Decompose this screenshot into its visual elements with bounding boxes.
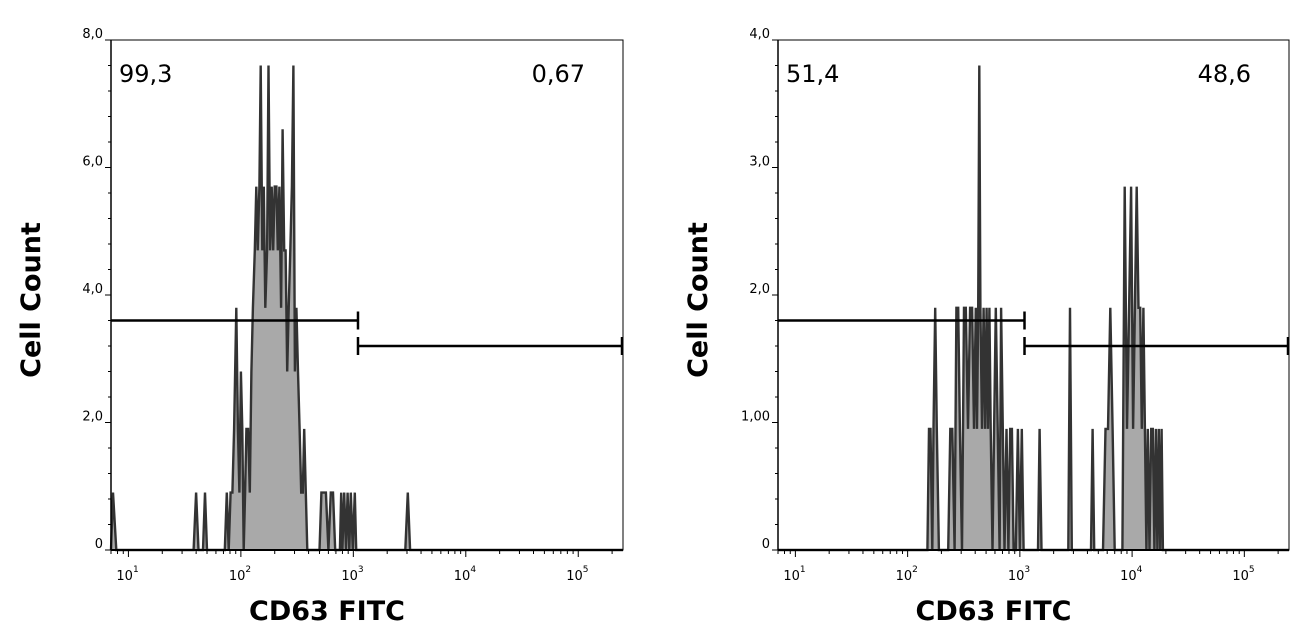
plot-frame bbox=[110, 39, 624, 551]
x-tick-label: 103 bbox=[341, 565, 363, 584]
x-tick-label: 104 bbox=[454, 565, 477, 584]
histogram-fill bbox=[111, 65, 623, 550]
y-tick-label: 6,0 bbox=[82, 155, 103, 170]
y-tick-label: 2,0 bbox=[749, 282, 770, 297]
y-tick-label: 3,0 bbox=[749, 155, 770, 170]
gate-negative bbox=[111, 311, 360, 330]
y-tick-label: 8,0 bbox=[82, 27, 103, 42]
x-axis-title: CD63 FITC bbox=[249, 596, 405, 627]
y-tick-label: 0 bbox=[95, 537, 103, 552]
y-tick-label: 2,0 bbox=[82, 410, 103, 425]
gate-negative bbox=[778, 311, 1026, 330]
x-tick-label: 101 bbox=[116, 565, 138, 584]
gate-positive-percent: 0,67 bbox=[532, 60, 585, 88]
gate-negative-percent: 99,3 bbox=[119, 60, 172, 88]
gate-positive-percent: 48,6 bbox=[1198, 60, 1251, 88]
gate-positive bbox=[356, 337, 624, 355]
x-tick-label: 101 bbox=[783, 565, 805, 584]
y-tick-label: 1,00 bbox=[741, 410, 770, 425]
x-tick-label: 102 bbox=[229, 565, 251, 584]
x-tick-label: 103 bbox=[1008, 565, 1030, 584]
x-tick-label: 104 bbox=[1120, 565, 1143, 584]
x-tick-label: 105 bbox=[1232, 565, 1254, 584]
histogram-panel-2: 0 1,00 2,0 3,0 4,0 101 102 103 104 105 51,4 48,6 CD6… bbox=[683, 27, 1290, 627]
plot-frame bbox=[777, 39, 1290, 551]
y-tick-label: 4,0 bbox=[749, 27, 770, 42]
y-axis-title: Cell Count bbox=[683, 222, 714, 378]
y-tick-label: 0 bbox=[762, 537, 770, 552]
histogram-outline bbox=[109, 65, 623, 552]
gate-negative-percent: 51,4 bbox=[786, 60, 839, 88]
gate-positive bbox=[1023, 337, 1290, 355]
histogram-outline bbox=[778, 65, 1289, 552]
histogram-fill bbox=[778, 65, 1289, 550]
histogram-panel-1: 0 2,0 4,0 6,0 8,0 101 102 103 104 105 99,3 0,67 CD63… bbox=[16, 27, 624, 627]
y-tick-label: 4,0 bbox=[82, 282, 103, 297]
y-axis-title: Cell Count bbox=[16, 222, 47, 378]
x-axis-title: CD63 FITC bbox=[916, 596, 1072, 627]
x-tick-label: 102 bbox=[896, 565, 918, 584]
x-tick-label: 105 bbox=[566, 565, 588, 584]
